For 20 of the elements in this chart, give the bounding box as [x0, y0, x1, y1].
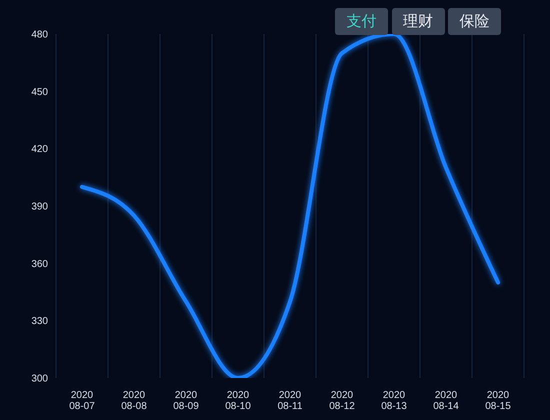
- x-tick-label: 2020 08-15: [485, 390, 512, 412]
- x-tick-label: 2020 08-13: [381, 390, 408, 412]
- tab-button: 理财: [392, 8, 444, 35]
- x-tick-label: 2020 08-14: [433, 390, 460, 412]
- tab-button: 保险: [448, 8, 501, 35]
- y-tick-label: 420: [31, 144, 48, 156]
- x-tick-label: 2020 08-11: [278, 390, 303, 412]
- y-tick-label: 390: [31, 202, 48, 213]
- y-tick-label: 360: [31, 258, 48, 270]
- x-tick-label: 2020 08-08: [121, 390, 148, 412]
- x-tick-label: 2020 08-09: [173, 390, 200, 412]
- y-tick-label: 300: [31, 374, 48, 385]
- y-tick-label: 330: [31, 316, 48, 328]
- tab-button: 支付: [335, 8, 388, 35]
- x-tick-label: 2020 08-10: [225, 390, 252, 412]
- line-series: [80, 34, 500, 378]
- x-tick-label: 2020 08-07: [69, 390, 96, 412]
- y-tick-label: 480: [31, 30, 48, 41]
- y-tick-label: 450: [31, 86, 48, 98]
- x-tick-label: 2020 08-12: [329, 390, 356, 412]
